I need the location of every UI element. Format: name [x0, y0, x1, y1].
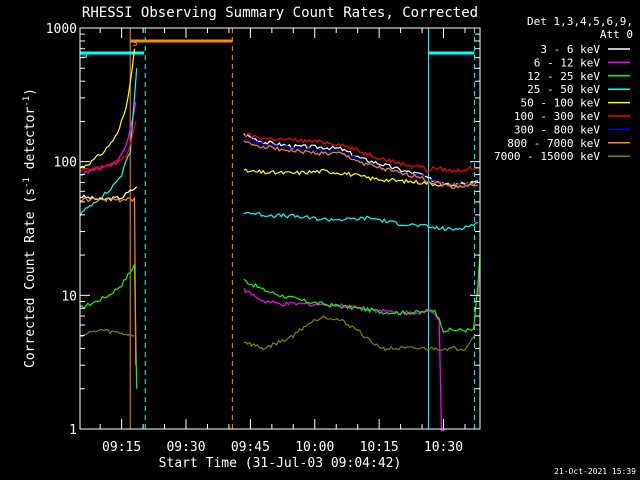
series-line-4-0	[79, 48, 136, 169]
series-2	[79, 255, 481, 389]
series-0	[79, 133, 479, 202]
series-6	[243, 138, 479, 188]
y-tick-label-3: 1000	[46, 22, 77, 37]
series-line-0-0	[79, 186, 138, 202]
series-line-1-0	[79, 101, 137, 177]
series-line-7-1	[243, 140, 479, 190]
series-line-8-1	[243, 315, 479, 352]
x-tick-label-0: 09:15	[102, 440, 141, 455]
plot-frame	[79, 27, 481, 430]
legend-header-1: Att 0	[600, 28, 633, 41]
legend-label-2: 12 - 25 keV	[527, 70, 600, 83]
series-line-3-0	[79, 68, 138, 217]
series-line-2-0	[79, 264, 138, 389]
generated-date: 21-Oct-2021 15:39	[554, 467, 636, 476]
series-5	[79, 121, 479, 174]
y-axis-label: Corrected Count Rate (s-1 detector-1)	[22, 88, 38, 368]
y-axis-ticks: 1 10 100 1000	[46, 22, 480, 438]
x-tick-label-2: 09:45	[231, 440, 270, 455]
y-tick-label-1: 10	[61, 289, 77, 304]
series-line-5-1	[243, 132, 479, 174]
y-tick-label-2: 100	[54, 156, 77, 171]
series-1	[79, 101, 481, 432]
series-line-5-0	[79, 121, 137, 172]
series-7	[79, 140, 479, 366]
series-line-3-1	[243, 211, 479, 232]
series-line-1-1	[243, 287, 447, 432]
legend-label-8: 7000 - 15000 keV	[494, 150, 600, 163]
series-line-2-1	[243, 255, 481, 333]
y-tick-label-0: 1	[69, 423, 77, 438]
x-tick-label-3: 10:00	[295, 440, 334, 455]
chart-title: RHESSI Observing Summary Count Rates, Co…	[82, 5, 478, 21]
legend-header-0: Det 1,3,4,5,6,9,	[527, 15, 633, 28]
flag-label-1: N	[82, 51, 87, 61]
x-tick-label-4: 10:15	[360, 440, 399, 455]
plot-content: SN	[79, 28, 481, 432]
legend-label-1: 6 - 12 keV	[534, 56, 601, 69]
series-line-0-1	[243, 133, 479, 187]
x-axis-ticks: 09:15 09:30 09:45 10:00 10:15 10:30	[99, 28, 466, 455]
x-axis-label: Start Time (31-Jul-03 09:04:42)	[159, 456, 402, 471]
series-line-4-1	[243, 168, 479, 188]
series-8	[79, 315, 479, 352]
x-tick-label-1: 09:30	[166, 440, 205, 455]
legend-label-4: 50 - 100 keV	[521, 97, 601, 110]
series-line-8-0	[79, 328, 135, 338]
x-tick-label-5: 10:30	[424, 440, 463, 455]
legend-label-7: 800 - 7000 keV	[507, 137, 600, 150]
legend-label-5: 100 - 300 keV	[514, 110, 600, 123]
series-3	[79, 68, 479, 232]
legend-label-6: 300 - 800 keV	[514, 123, 600, 136]
legend-label-3: 25 - 50 keV	[527, 83, 600, 96]
series-line-7-0	[79, 195, 137, 366]
series-4	[79, 48, 479, 188]
flag-label-0: S	[132, 39, 137, 49]
legend-label-0: 3 - 6 keV	[540, 43, 600, 56]
series-line-6-0	[243, 138, 479, 188]
